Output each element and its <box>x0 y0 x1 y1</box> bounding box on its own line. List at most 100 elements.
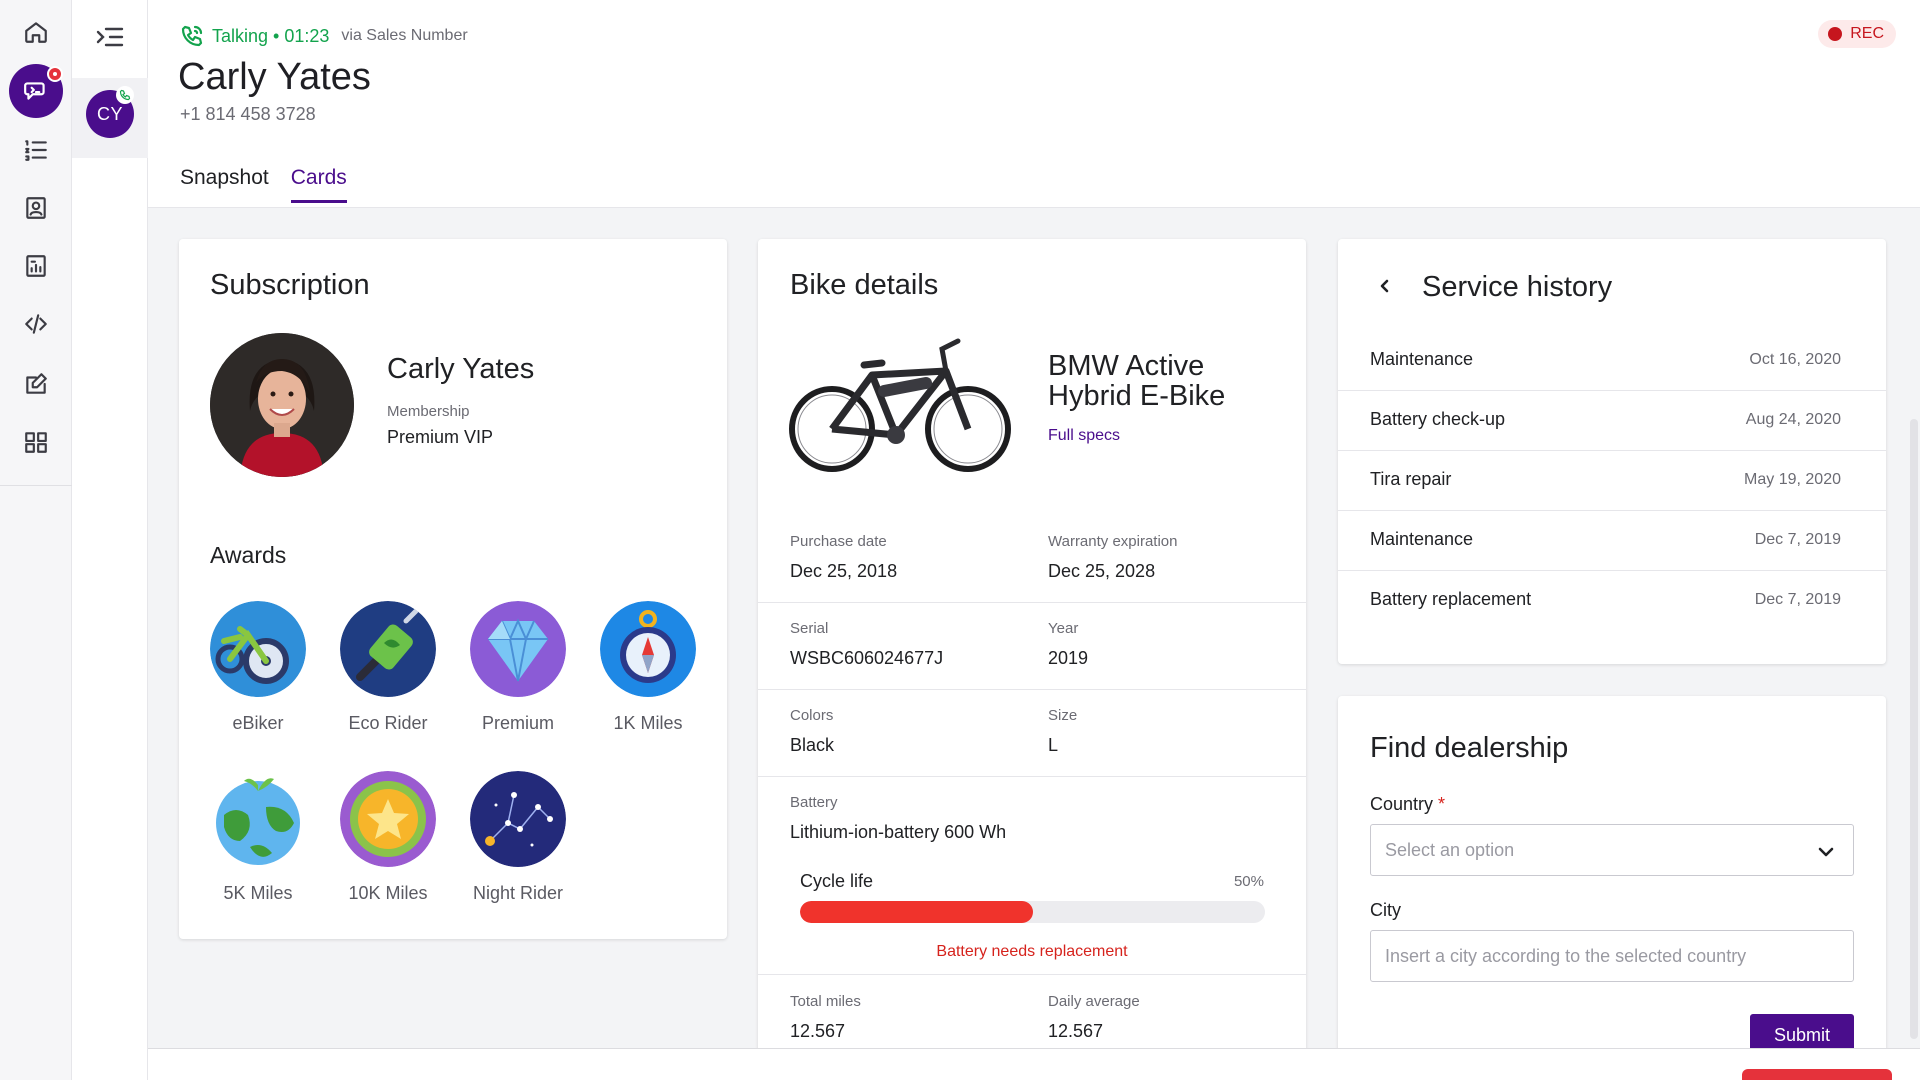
contact-name: Carly Yates <box>178 56 371 98</box>
chat-icon <box>24 82 45 100</box>
constellation-badge-icon <box>470 771 566 867</box>
content-scrollbar[interactable] <box>1910 419 1918 1039</box>
full-specs-link[interactable]: Full specs <box>1048 427 1121 444</box>
menu-collapse-icon <box>96 27 124 47</box>
end-call-tab[interactable] <box>1742 1069 1892 1080</box>
reports-icon <box>26 255 46 277</box>
find-dealership-title: Find dealership <box>1370 732 1569 764</box>
required-mark: * <box>1438 794 1446 814</box>
notification-badge <box>47 66 63 82</box>
service-row[interactable]: Maintenance Dec 7, 2019 <box>1338 511 1886 571</box>
bottom-bar <box>148 1048 1920 1080</box>
award-label: Night Rider <box>472 883 564 903</box>
call-status: Talking • 01:23 via Sales Number <box>180 24 468 48</box>
membership-label: Membership <box>387 403 470 420</box>
award-label: Eco Rider <box>348 713 428 733</box>
tab-snapshot[interactable]: Snapshot <box>180 166 269 189</box>
active-call-item[interactable]: CY <box>72 78 148 158</box>
serial-value: WSBC606024677J <box>790 648 944 668</box>
service-date: Aug 24, 2020 <box>1745 411 1841 428</box>
calls-column: CY <box>72 0 148 1080</box>
service-date: May 19, 2020 <box>1744 471 1841 488</box>
membership-value: Premium VIP <box>387 427 494 447</box>
tab-cards[interactable]: Cards <box>290 166 347 203</box>
profile-photo <box>210 333 354 477</box>
nav-apps-button[interactable] <box>12 418 60 466</box>
main-nav-rail <box>0 0 72 1080</box>
city-input[interactable] <box>1370 930 1854 982</box>
caller-initials: CY <box>96 103 123 124</box>
country-placeholder: Select an option <box>1385 840 1515 860</box>
recording-indicator[interactable]: REC <box>1818 20 1896 48</box>
nav-reports-button[interactable] <box>12 242 60 290</box>
bike-model-name: BMW Active Hybrid E-Bike <box>1048 350 1226 412</box>
subscriber-name: Carly Yates <box>387 353 535 385</box>
year-label: Year <box>1048 620 1079 637</box>
rail-divider <box>0 485 72 486</box>
total-miles-label: Total miles <box>790 993 861 1010</box>
nav-notes-button[interactable] <box>12 360 60 408</box>
award-1k-miles: 1K Miles <box>593 601 703 734</box>
star-medal-badge-icon <box>340 771 436 867</box>
service-row[interactable]: Tira repair May 19, 2020 <box>1338 451 1886 511</box>
award-label: eBiker <box>232 713 284 733</box>
nav-developer-button[interactable] <box>12 300 60 348</box>
divider <box>758 776 1306 777</box>
cycle-life-progress <box>800 901 1265 923</box>
award-label: 5K Miles <box>223 883 293 903</box>
phone-icon <box>119 89 131 101</box>
service-history-back-button[interactable] <box>1368 269 1402 303</box>
contact-card-icon <box>26 197 46 219</box>
menu-toggle-button[interactable] <box>96 24 126 50</box>
submit-button[interactable]: Submit <box>1750 1014 1854 1048</box>
bike-image <box>789 338 1011 472</box>
divider <box>758 602 1306 603</box>
battery-value: Lithium-ion-battery 600 Wh <box>790 822 1007 842</box>
city-label: City <box>1370 900 1401 920</box>
service-name: Battery replacement <box>1370 589 1532 609</box>
award-label: 10K Miles <box>348 883 428 903</box>
active-call-indicator <box>116 86 134 104</box>
service-date: Oct 16, 2020 <box>1749 351 1841 368</box>
size-value: L <box>1048 735 1059 755</box>
divider <box>758 689 1306 690</box>
warranty-label: Warranty expiration <box>1048 533 1178 550</box>
nav-contacts-button[interactable] <box>12 184 60 232</box>
service-name: Tira repair <box>1370 469 1452 489</box>
cycle-life-label: Cycle life <box>800 871 874 891</box>
total-miles-value: 12.567 <box>790 1021 846 1041</box>
list-icon <box>25 140 47 161</box>
divider <box>758 974 1306 975</box>
purchase-date-value: Dec 25, 2018 <box>790 561 898 581</box>
award-night-rider: Night Rider <box>463 771 573 904</box>
award-5k-miles: 5K Miles <box>203 771 313 904</box>
country-select[interactable]: Select an option <box>1370 824 1854 876</box>
service-row[interactable]: Battery replacement Dec 7, 2019 <box>1338 571 1886 631</box>
service-row[interactable]: Maintenance Oct 16, 2020 <box>1338 331 1886 391</box>
tab-bar: Snapshot Cards <box>180 166 347 203</box>
find-dealership-card: Find dealership Country * Select an opti… <box>1338 696 1886 1048</box>
bike-details-card: Bike details BMW Active Hybrid E-Bike Fu… <box>758 239 1306 1048</box>
battery-label: Battery <box>790 794 838 811</box>
edit-icon <box>26 373 47 394</box>
battery-warning: Battery needs replacement <box>936 943 1128 960</box>
service-name: Maintenance <box>1370 529 1474 549</box>
cards-content: Subscription Carly Yates Membership Prem… <box>148 209 1920 1048</box>
nav-lists-button[interactable] <box>12 126 60 174</box>
award-label: 1K Miles <box>613 713 683 733</box>
service-row[interactable]: Battery check-up Aug 24, 2020 <box>1338 391 1886 451</box>
service-date: Dec 7, 2019 <box>1754 531 1841 548</box>
rec-label: REC <box>1850 25 1884 42</box>
award-premium: Premium <box>463 601 573 734</box>
country-label: Country * <box>1370 794 1445 815</box>
nav-conversations-button[interactable] <box>9 64 63 118</box>
home-icon <box>25 22 47 43</box>
grid-icon <box>25 432 47 453</box>
colors-value: Black <box>790 735 835 755</box>
service-history-card: Service history Maintenance Oct 16, 2020… <box>1338 239 1886 664</box>
ebike-badge-icon <box>210 601 306 697</box>
nav-home-button[interactable] <box>12 8 60 56</box>
compass-badge-icon <box>600 601 696 697</box>
diamond-badge-icon <box>470 601 566 697</box>
award-label: Premium <box>481 713 554 733</box>
